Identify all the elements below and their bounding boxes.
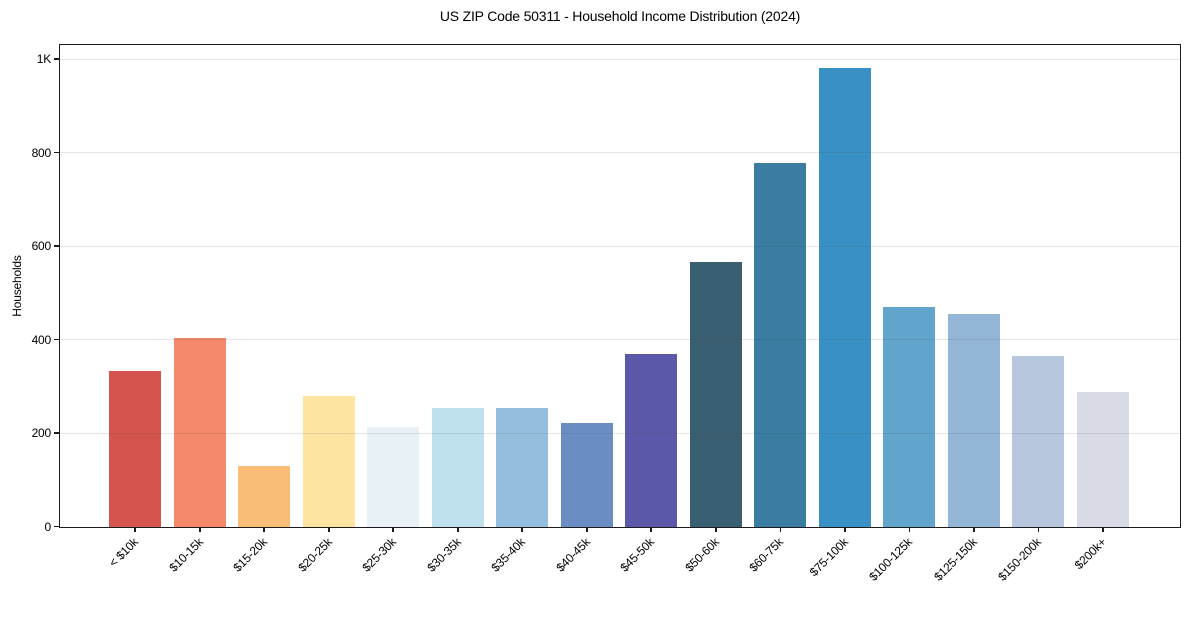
bar xyxy=(238,466,290,526)
gridline xyxy=(60,246,1180,247)
y-tick xyxy=(54,432,60,434)
bar xyxy=(496,408,548,527)
bar xyxy=(1077,392,1129,527)
bar xyxy=(819,68,871,526)
bar xyxy=(367,427,419,527)
x-tick xyxy=(1038,527,1040,532)
x-tick xyxy=(457,527,459,532)
x-tick xyxy=(199,527,201,532)
y-tick-label: 600 xyxy=(11,239,51,253)
gridline xyxy=(60,152,1180,153)
y-tick-label: 1K xyxy=(11,52,51,66)
y-tick-label: 200 xyxy=(11,426,51,440)
x-tick xyxy=(780,527,782,532)
bar xyxy=(303,396,355,527)
chart-title: US ZIP Code 50311 - Household Income Dis… xyxy=(60,8,1180,24)
x-tick xyxy=(650,527,652,532)
bar xyxy=(109,371,161,527)
bar xyxy=(690,262,742,526)
y-tick xyxy=(54,245,60,247)
bar xyxy=(625,354,677,526)
x-tick xyxy=(1102,527,1104,532)
y-tick-label: 800 xyxy=(11,146,51,160)
plot-area xyxy=(60,45,1180,527)
figure: US ZIP Code 50311 - Household Income Dis… xyxy=(0,0,1189,590)
x-tick xyxy=(263,527,265,532)
gridline xyxy=(60,433,1180,434)
y-tick xyxy=(54,152,60,154)
bar xyxy=(754,163,806,527)
y-tick xyxy=(54,339,60,341)
y-tick-label: 400 xyxy=(11,333,51,347)
x-tick xyxy=(586,527,588,532)
y-axis-label: Households xyxy=(10,255,24,316)
x-tick xyxy=(392,527,394,532)
y-tick-label: 0 xyxy=(11,520,51,534)
x-tick xyxy=(715,527,717,532)
x-tick xyxy=(328,527,330,532)
gridline xyxy=(60,59,1180,60)
y-tick xyxy=(54,58,60,60)
bar xyxy=(1012,356,1064,527)
bar xyxy=(948,314,1000,527)
x-tick xyxy=(134,527,136,532)
gridline xyxy=(60,339,1180,340)
y-tick xyxy=(54,526,60,528)
x-tick xyxy=(973,527,975,532)
bar xyxy=(432,408,484,527)
bar xyxy=(561,423,613,527)
x-tick xyxy=(844,527,846,532)
x-tick xyxy=(909,527,911,532)
x-tick xyxy=(521,527,523,532)
